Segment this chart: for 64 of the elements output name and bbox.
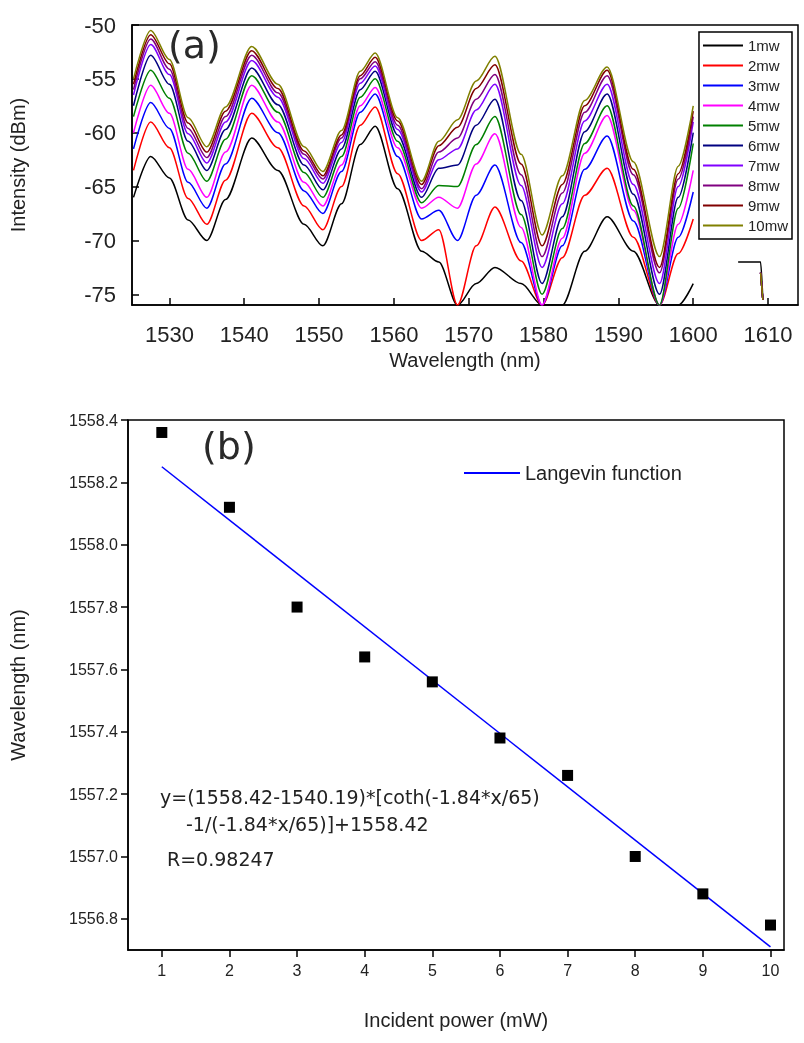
- y-tick-label: 1558.2: [69, 473, 119, 491]
- x-tick-label: 6: [495, 961, 505, 979]
- point: [562, 769, 574, 781]
- annotation: R=0.98247: [167, 847, 275, 870]
- x-tick-label: 1530: [144, 321, 194, 347]
- x-tick-label: 1580: [519, 321, 569, 347]
- legend-label: 2mw: [747, 57, 780, 74]
- annotation: -1/(-1.84*x/65)]+1558.42: [186, 812, 429, 835]
- x-tick-label: 10: [761, 961, 780, 979]
- annotation: (b): [202, 424, 256, 468]
- legend-label: 5mw: [747, 117, 780, 134]
- y-tick-label: -65: [84, 174, 116, 200]
- x-tick-label: 1590: [593, 321, 643, 347]
- x-tick-label: 1610: [743, 321, 793, 347]
- point: [223, 501, 235, 513]
- x-tick-label: 4: [360, 961, 370, 979]
- annotation: (a): [168, 23, 221, 67]
- y-tick-label: 1557.8: [69, 598, 119, 616]
- point: [359, 651, 371, 663]
- x-tick-label: 9: [698, 961, 708, 979]
- point: [494, 732, 506, 744]
- legend-label: 8mw: [747, 177, 780, 194]
- point: [764, 919, 776, 931]
- y-tick-label: -75: [84, 281, 116, 307]
- y-tick-label: 1558.0: [69, 536, 119, 554]
- y-tick-label: -55: [84, 66, 116, 92]
- y-tick-label: 1558.4: [69, 411, 119, 429]
- y-tick-label: 1556.8: [69, 910, 119, 928]
- x-tick-label: 1560: [369, 321, 419, 347]
- legend-label: 4mw: [747, 97, 780, 114]
- legend-label: 1mw: [747, 37, 780, 54]
- y-tick-label: 1557.6: [69, 660, 119, 678]
- legend-label: Langevin function: [525, 462, 682, 484]
- y-axis-title: Intensity (dBm): [7, 97, 29, 233]
- x-axis-title: Wavelength (nm): [389, 349, 541, 371]
- y-tick-label: 1557.4: [69, 723, 119, 741]
- x-tick-label: 5: [427, 961, 437, 979]
- legend-label: 10mw: [747, 217, 789, 234]
- point: [697, 888, 709, 900]
- x-tick-label: 1570: [444, 321, 494, 347]
- x-tick-label: 1600: [668, 321, 718, 347]
- x-tick-label: 7: [563, 961, 573, 979]
- legend-label: 6mw: [747, 137, 780, 154]
- x-tick-label: 2: [224, 961, 234, 979]
- y-axis-title: Wavelength (nm): [7, 609, 29, 761]
- annotation: y=(1558.42-1540.19)*[coth(-1.84*x/65): [160, 785, 540, 808]
- x-tick-label: 8: [630, 961, 640, 979]
- x-tick-label: 1: [157, 961, 167, 979]
- x-tick-label: 1550: [294, 321, 344, 347]
- point: [426, 676, 438, 688]
- legend-label: 9mw: [747, 197, 780, 214]
- point: [291, 601, 303, 613]
- point: [156, 426, 168, 438]
- x-tick-label: 3: [292, 961, 302, 979]
- legend-label: 7mw: [747, 157, 780, 174]
- y-tick-label: 1557.2: [69, 785, 119, 803]
- point: [629, 850, 641, 862]
- y-tick-label: -70: [84, 227, 116, 253]
- x-axis-title: Incident power (mW): [363, 1009, 549, 1031]
- y-tick-label: 1557.0: [69, 847, 119, 865]
- y-tick-label: -60: [84, 120, 116, 146]
- legend-label: 3mw: [747, 77, 780, 94]
- y-tick-label: -50: [84, 12, 116, 38]
- x-tick-label: 1540: [219, 321, 269, 347]
